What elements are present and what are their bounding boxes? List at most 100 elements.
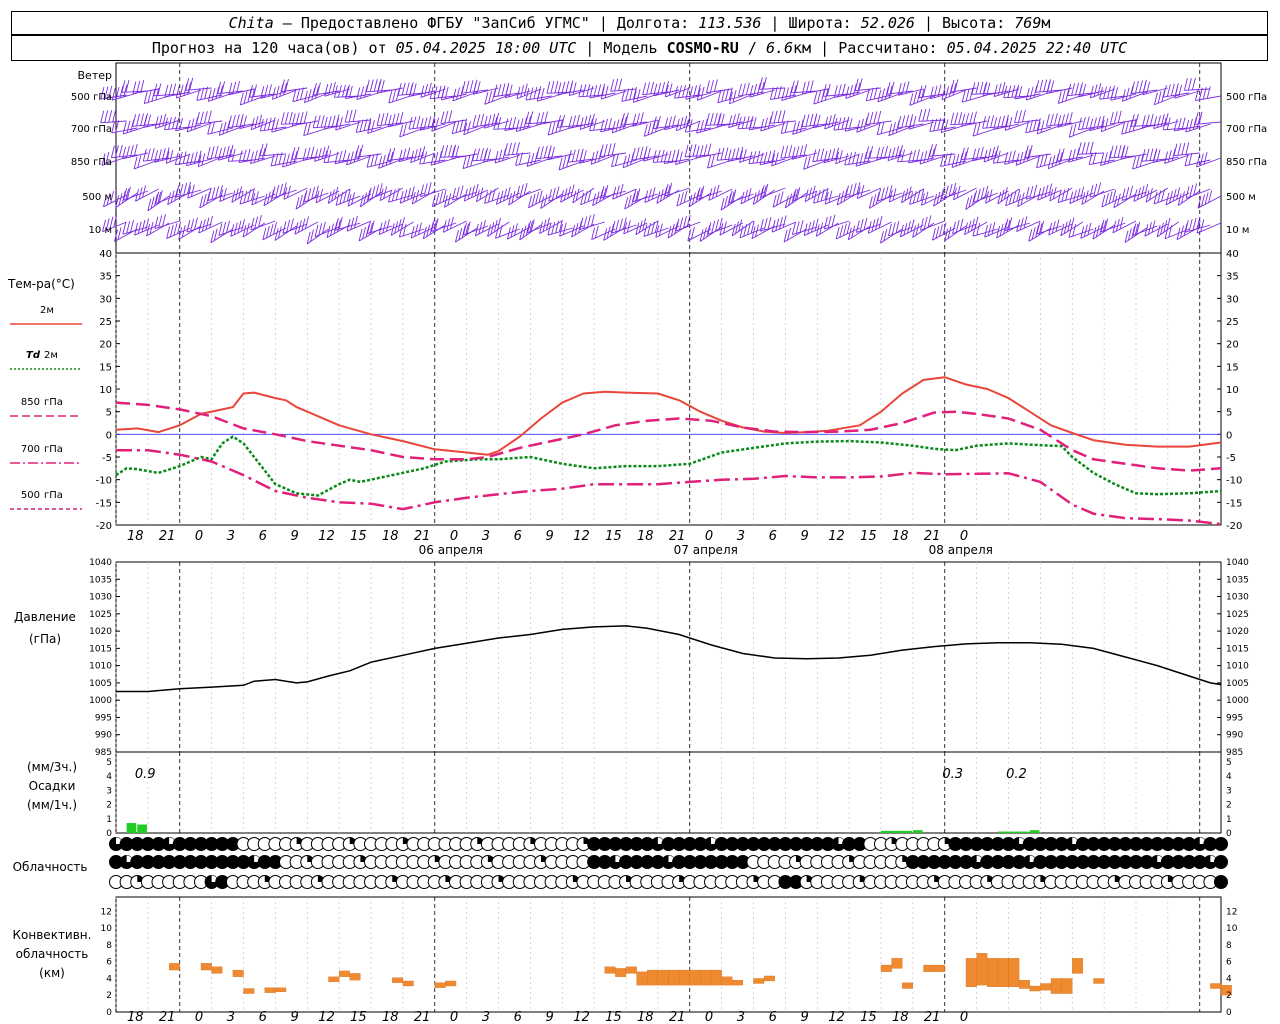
wind-barb-feather [632,114,637,127]
convective-cloud-block [243,988,255,994]
wind-barb-feather [1204,192,1209,205]
wind-barb-feather [767,150,772,164]
wind-barb-feather [1018,86,1023,99]
wind-barb-feather [674,86,679,99]
wind-barb-feather [363,118,368,131]
day-label: 07 апреля [674,543,738,557]
wind-barb-feather [536,112,541,126]
wind-barb-feather [198,220,203,234]
hour-tick-label: 18 [637,1010,654,1024]
wind-barb-feather [760,118,765,132]
wind-barb-feather [196,88,201,101]
wind-barb-feather [706,80,710,93]
wind-barb-feather [811,185,816,198]
wind-barb-feather [303,111,308,124]
wind-barb-feather [686,214,691,227]
wind-barb-feather [514,223,518,236]
wind-barb-feather [1188,218,1193,232]
temperature-panel [115,376,1222,526]
wind-barb-feather [187,181,191,194]
wind-barb-feather [828,115,832,128]
wind-barb-feather [466,221,471,234]
wind-barb-feather [472,148,476,161]
wind-barb-feather [1029,119,1034,133]
wind-barb-feather [788,145,793,158]
wind-barb-feather [642,82,647,95]
wind-barb-feather [558,157,563,171]
wind-barb-feather [168,117,172,130]
wind-barb-feather [987,223,992,236]
wind-barb-feather [1029,86,1034,99]
wind-barb-feather [1003,85,1008,98]
wind-barb-feather [600,119,605,132]
wind-barb-feather [942,222,947,235]
wind-barb-feather [1000,189,1005,202]
wind-barb-feather [291,147,296,160]
wind-barb-feather [912,150,916,163]
wind-barb-feather [880,231,884,244]
wind-barb-feather [841,83,846,96]
wind-barb-feather [369,79,374,92]
wind-barb-feather [446,218,451,231]
wind-barb-feather [599,189,604,202]
hour-tick-label: 12 [573,1010,590,1024]
wind-barb-feather [571,149,576,162]
wind-barb-feather [587,189,592,202]
wind-barb-feather [371,186,376,199]
wind-barb-feather [1185,186,1190,199]
wind-barb-feather [106,192,111,206]
altitude-unit: м [1041,14,1051,32]
precip-annotation: 0.3 [942,767,963,782]
wind-barb-feather [827,149,832,162]
wind-barb-feather [1109,145,1114,158]
wind-barb-feather [1153,116,1158,129]
wind-barb-feather [493,219,498,233]
wind-barb-feather [812,115,817,128]
wind-barb-feather [419,151,424,165]
wind-barb-feather [210,146,215,159]
wind-barb-feather [462,156,467,169]
wind-barb-feather [132,114,137,127]
wind-barb-feather [955,220,960,233]
wind-barb-feather [186,119,191,133]
wind-barb-feather [812,149,817,162]
wind-barb-feather [508,117,513,130]
wind-barb-feather [243,115,247,128]
wind-barb-feather [1107,151,1112,164]
wind-barb-feather [175,185,180,198]
temp-series-line [116,448,1222,526]
wind-barb-feather [187,82,192,95]
wind-barb-feather [856,82,861,95]
wind-barb-feather [1140,185,1145,198]
wind-barb-feather [980,187,985,200]
wind-barb-feather [665,81,669,94]
wind-barb-feather [102,219,106,232]
wind-barb-feather [519,227,524,241]
wind-barb-feather [971,218,975,231]
wind-level-label: 850 гПа [71,157,112,168]
wind-barb-feather [165,147,170,160]
wind-barb-feather [784,120,789,133]
wind-barb-feather [904,188,909,201]
wind-barb-feather [306,231,311,245]
wind-barb-feather [901,149,905,162]
wind-barb-feather [1196,221,1201,234]
wind-barb-feather [359,144,364,157]
wind-barb-feather [203,111,208,124]
wind-barb-feather [852,183,857,196]
wind-barb-feather [274,228,279,241]
wind-barb-feather [1104,118,1109,131]
wind-barb-feather [1082,83,1087,97]
wind-barb-feather [713,79,718,92]
wind-barb-feather [929,86,934,99]
wind-barb-feather [920,188,925,201]
wind-barb-feather [643,149,647,162]
wind-barb-feather [423,117,428,130]
wind-barb-feather [682,85,686,98]
wind-barb-feather [455,120,460,133]
wind-barb-feather [562,156,567,169]
wind-barb-feather [1035,225,1040,238]
grid-layer [115,62,1222,1013]
wind-barb-feather [559,224,564,237]
wind-barb-feather [359,119,364,132]
